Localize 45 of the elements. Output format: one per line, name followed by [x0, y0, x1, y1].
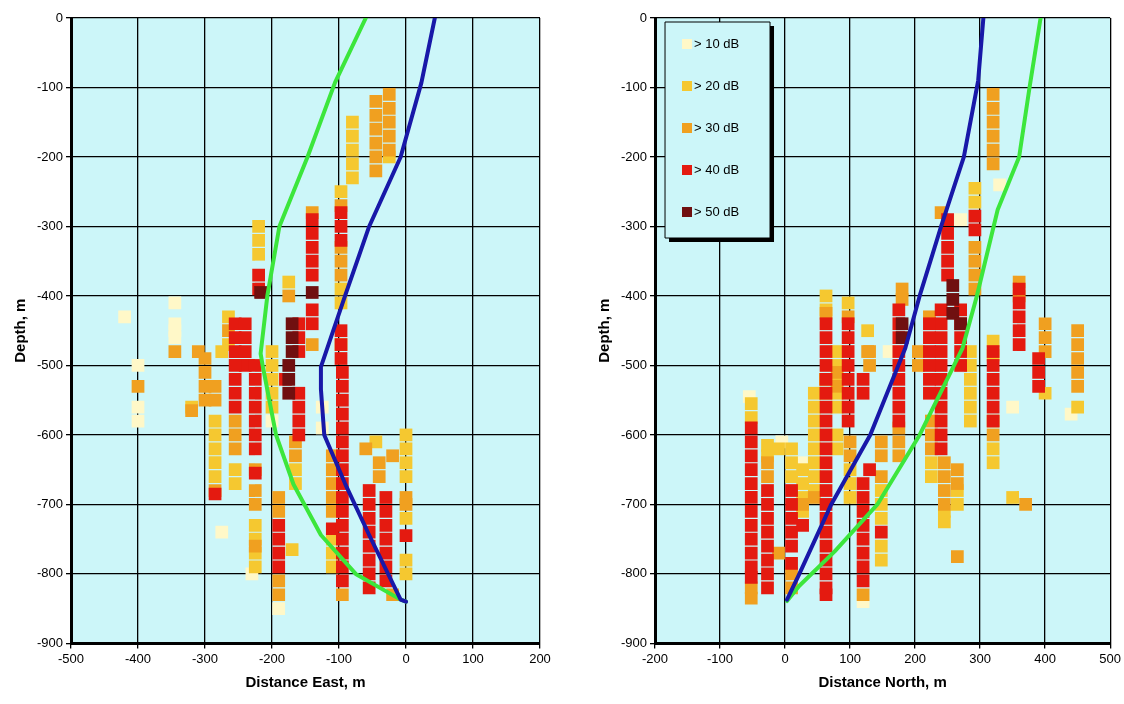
x-tick-label: 300 — [969, 650, 991, 666]
legend-label: > 20 dB — [694, 77, 740, 93]
y-tick-label: -500 — [36, 357, 64, 373]
y-axis-title: Depth, m — [595, 298, 613, 363]
x-axis-title: Distance East, m — [245, 673, 366, 691]
x-tick-label: -200 — [642, 650, 669, 666]
y-tick-label: -800 — [36, 565, 64, 581]
x-axis-title: Distance North, m — [818, 673, 947, 691]
legend-label: > 50 dB — [694, 203, 740, 219]
y-tick-label: -700 — [36, 496, 64, 511]
x-tick-label: 400 — [1034, 650, 1056, 666]
y-tick-label: 0 — [639, 9, 648, 25]
y-tick-label: -600 — [620, 426, 648, 442]
x-tick-label: 100 — [462, 650, 484, 666]
legend-label: > 30 dB — [694, 119, 740, 135]
legend-label: > 40 dB — [694, 161, 740, 177]
y-tick-label: -300 — [620, 218, 648, 234]
y-tick-label: -800 — [620, 565, 648, 581]
y-tick-label: -100 — [36, 79, 64, 95]
legend-label: > 10 dB — [694, 35, 740, 51]
x-tick-label: 200 — [904, 650, 926, 666]
y-tick-label: -900 — [620, 634, 648, 650]
x-tick-label: -200 — [259, 650, 286, 666]
y-tick-label: -500 — [620, 357, 648, 373]
x-tick-label: 100 — [839, 650, 861, 666]
y-tick-label: -100 — [620, 79, 648, 95]
y-axis-title: Depth, m — [11, 298, 29, 363]
x-tick-label: -500 — [58, 650, 85, 666]
x-tick-label: -100 — [325, 650, 353, 666]
x-tick-label: 500 — [1099, 650, 1122, 666]
x-tick-label: -100 — [707, 650, 734, 666]
y-tick-label: -900 — [36, 634, 64, 650]
x-tick-label: 0 — [402, 650, 410, 666]
y-tick-label: -400 — [36, 287, 64, 303]
x-tick-label: 200 — [529, 650, 551, 666]
y-tick-label: -700 — [620, 496, 648, 511]
x-tick-label: 0 — [781, 650, 789, 666]
y-tick-label: -400 — [620, 287, 648, 303]
y-tick-label: -200 — [36, 148, 64, 164]
y-tick-label: -300 — [36, 218, 64, 234]
y-tick-label: 0 — [55, 9, 64, 25]
x-tick-label: -300 — [192, 650, 219, 666]
x-tick-label: -400 — [125, 650, 152, 666]
y-tick-label: -600 — [36, 426, 64, 442]
y-tick-label: -200 — [620, 148, 648, 164]
